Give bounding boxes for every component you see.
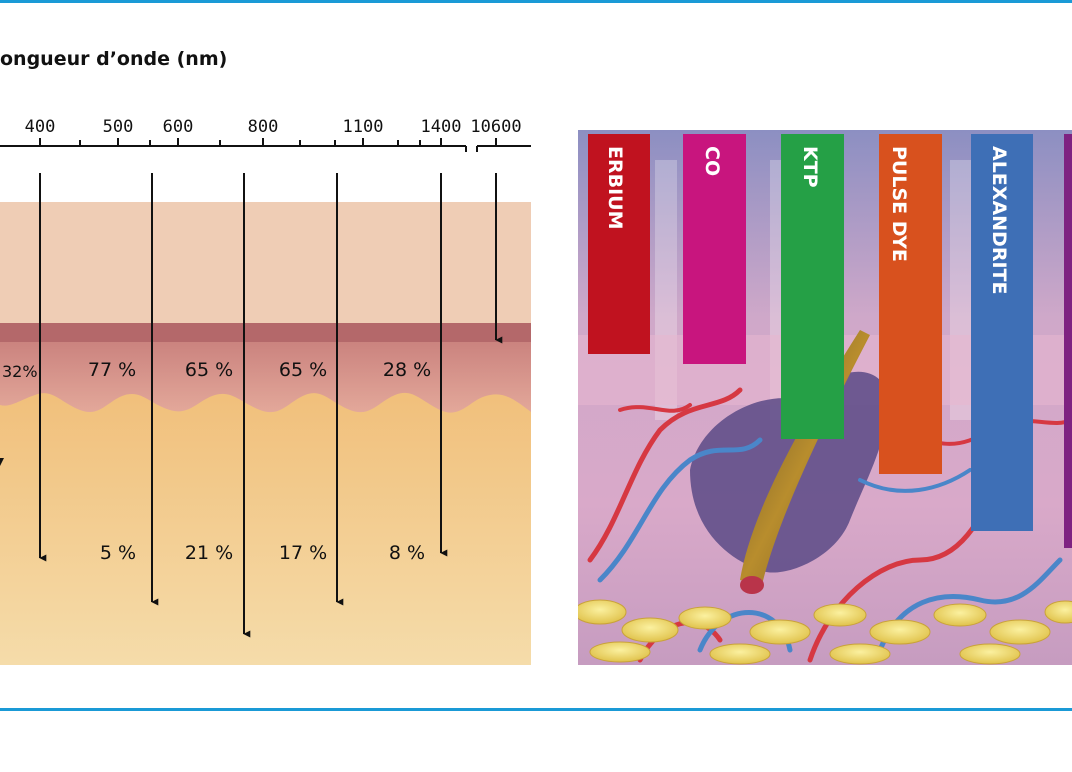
laser-label: CO bbox=[701, 146, 723, 176]
tick-label: 500 bbox=[103, 117, 134, 137]
epidermis-percent: 65 % bbox=[279, 359, 327, 381]
bottom-rule bbox=[0, 708, 1072, 711]
axis-title: ongueur d’onde (nm) bbox=[0, 48, 228, 70]
laser-bars bbox=[588, 134, 1072, 548]
epidermis-percent: 77 % bbox=[88, 359, 136, 381]
tissue-illustration: ERBIUM CO KTP PULSE DYE ALEXANDRITE bbox=[578, 130, 1072, 665]
fat-layer bbox=[578, 599, 1072, 665]
laser-bar-pulse-dye bbox=[879, 134, 942, 474]
laser-bar-alexandrite bbox=[971, 134, 1033, 531]
wavelength-axis: 400 500 600 800 1100 1400 10600 bbox=[0, 117, 531, 152]
dermis-percent: 8 % bbox=[389, 542, 425, 564]
laser-bar-co bbox=[683, 134, 746, 364]
dermis-percent: 21 % bbox=[185, 542, 233, 564]
tick-label: 400 bbox=[25, 117, 56, 137]
laser-label: KTP bbox=[799, 146, 821, 188]
skin-penetration-diagram: 400 500 600 800 1100 1400 10600 32% 77 %… bbox=[0, 117, 531, 665]
stratum-layer bbox=[0, 323, 531, 342]
tick-label: 1100 bbox=[343, 117, 384, 137]
laser-label: ALEXANDRITE bbox=[988, 146, 1010, 294]
partial-arrow-head bbox=[0, 458, 4, 466]
epidermis-percent: 65 % bbox=[185, 359, 233, 381]
top-rule bbox=[0, 0, 1072, 3]
epidermis-percent: 28 % bbox=[383, 359, 431, 381]
dermis-percent: 5 % bbox=[100, 542, 136, 564]
epidermis-percent: 32% bbox=[2, 362, 38, 381]
upper-skin-layer bbox=[0, 202, 531, 324]
tick-label: 10600 bbox=[470, 117, 521, 137]
laser-bar-ktp bbox=[781, 134, 844, 439]
dermis-percent: 17 % bbox=[279, 542, 327, 564]
tick-label: 800 bbox=[248, 117, 279, 137]
tick-label: 1400 bbox=[421, 117, 462, 137]
epidermis-band bbox=[0, 325, 531, 413]
laser-bar-erbium bbox=[588, 134, 650, 354]
tick-label: 600 bbox=[163, 117, 194, 137]
laser-label: PULSE DYE bbox=[888, 146, 910, 262]
laser-label: ERBIUM bbox=[604, 146, 626, 230]
laser-bar-unlabeled bbox=[1064, 134, 1072, 548]
